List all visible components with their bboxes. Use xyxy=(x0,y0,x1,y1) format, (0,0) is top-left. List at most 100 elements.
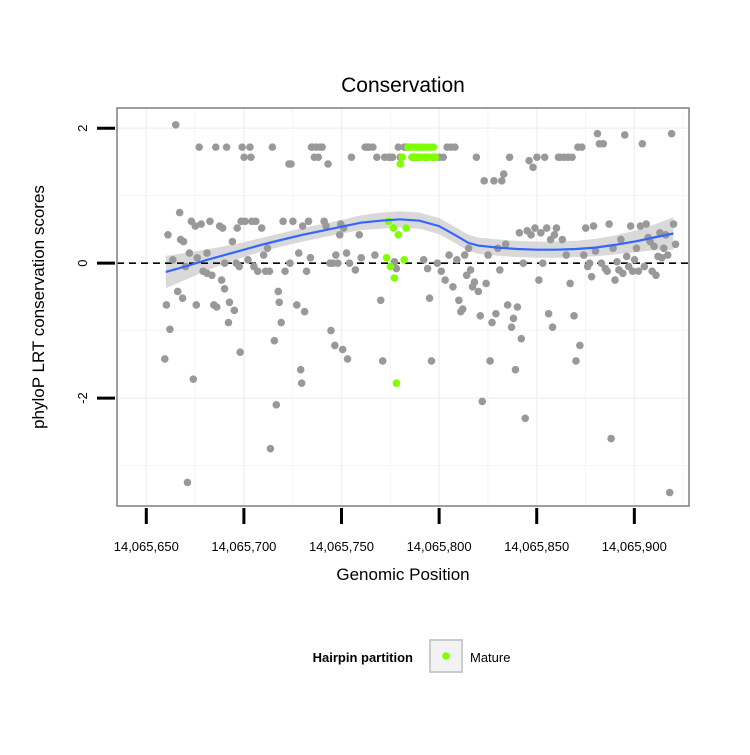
data-point xyxy=(650,242,658,251)
data-point xyxy=(297,379,306,388)
data-point xyxy=(517,334,526,343)
data-point xyxy=(333,259,342,267)
data-point xyxy=(178,294,187,303)
data-point xyxy=(458,305,467,313)
data-point xyxy=(302,267,311,276)
data-point xyxy=(197,220,205,228)
data-point xyxy=(392,264,401,273)
data-point xyxy=(652,271,660,280)
data-point xyxy=(540,153,549,162)
data-point xyxy=(373,153,381,162)
data-point xyxy=(626,222,635,230)
data-point xyxy=(552,224,561,232)
data-point xyxy=(289,217,297,226)
data-point xyxy=(192,301,201,309)
data-point xyxy=(218,224,227,232)
data-point xyxy=(203,249,211,257)
data-point xyxy=(488,318,496,327)
data-point xyxy=(277,318,285,327)
data-point-mature xyxy=(382,253,391,262)
data-point xyxy=(550,231,559,239)
data-point xyxy=(476,311,485,320)
data-point xyxy=(419,255,428,264)
data-point xyxy=(240,153,248,162)
data-point xyxy=(570,311,578,320)
data-point xyxy=(279,217,287,226)
data-point xyxy=(318,143,326,151)
data-point xyxy=(640,262,649,271)
x-tick-label: 14,065,900 xyxy=(602,539,667,554)
data-point xyxy=(632,244,641,253)
data-point xyxy=(355,231,364,239)
data-point xyxy=(394,143,403,151)
x-tick-label: 14,065,650 xyxy=(114,539,179,554)
data-point xyxy=(509,314,518,323)
data-point xyxy=(472,153,481,162)
data-point xyxy=(179,237,188,246)
data-point xyxy=(230,306,239,315)
data-point xyxy=(338,345,347,354)
legend-title: Hairpin partition xyxy=(313,650,413,665)
data-point xyxy=(455,296,463,305)
data-point xyxy=(603,267,612,276)
data-point xyxy=(433,259,442,267)
data-point xyxy=(225,298,234,307)
data-point xyxy=(195,143,203,151)
data-point xyxy=(423,264,432,273)
data-point-mature xyxy=(398,153,407,162)
data-point xyxy=(247,153,255,162)
data-point xyxy=(296,365,305,374)
data-point xyxy=(217,276,226,284)
data-point xyxy=(656,228,664,237)
data-point xyxy=(369,143,377,151)
data-point xyxy=(191,222,200,230)
data-point xyxy=(324,160,332,168)
data-point xyxy=(658,253,666,262)
data-point xyxy=(270,336,279,345)
data-point xyxy=(244,255,252,264)
data-point xyxy=(558,235,567,244)
data-point xyxy=(246,143,254,151)
data-point xyxy=(566,279,574,288)
data-point xyxy=(591,247,600,255)
data-point xyxy=(343,355,352,363)
data-point xyxy=(515,228,524,237)
data-point xyxy=(342,249,351,257)
data-point xyxy=(220,259,229,267)
data-point xyxy=(607,434,615,443)
data-point xyxy=(581,224,590,232)
data-point xyxy=(449,282,457,291)
data-point xyxy=(497,177,506,185)
y-tick-label: 2 xyxy=(75,125,90,132)
data-point xyxy=(482,279,490,288)
data-point xyxy=(351,266,360,274)
data-point xyxy=(206,217,214,226)
data-point xyxy=(166,325,174,334)
legend-swatch-mature xyxy=(442,652,450,660)
data-point xyxy=(605,220,613,228)
data-point xyxy=(294,249,303,257)
data-point-mature xyxy=(431,153,440,162)
data-point xyxy=(169,255,177,264)
data-point xyxy=(562,251,571,259)
data-point xyxy=(252,217,260,226)
data-point xyxy=(378,357,387,365)
data-point-mature xyxy=(429,143,438,151)
data-point xyxy=(164,231,172,239)
data-point xyxy=(630,255,639,264)
data-point xyxy=(292,301,301,309)
legend-entry-label: Mature xyxy=(470,650,510,665)
data-point xyxy=(634,267,643,276)
data-point xyxy=(480,177,489,185)
data-point-mature xyxy=(402,224,410,232)
data-point xyxy=(597,259,606,267)
data-point xyxy=(486,357,494,365)
data-point xyxy=(224,318,233,327)
data-point-mature xyxy=(396,160,405,168)
data-point xyxy=(499,170,508,178)
data-point xyxy=(322,222,330,230)
mature-points-layer xyxy=(382,143,440,388)
data-point xyxy=(513,303,522,311)
data-point xyxy=(228,237,237,246)
data-point xyxy=(331,341,339,350)
